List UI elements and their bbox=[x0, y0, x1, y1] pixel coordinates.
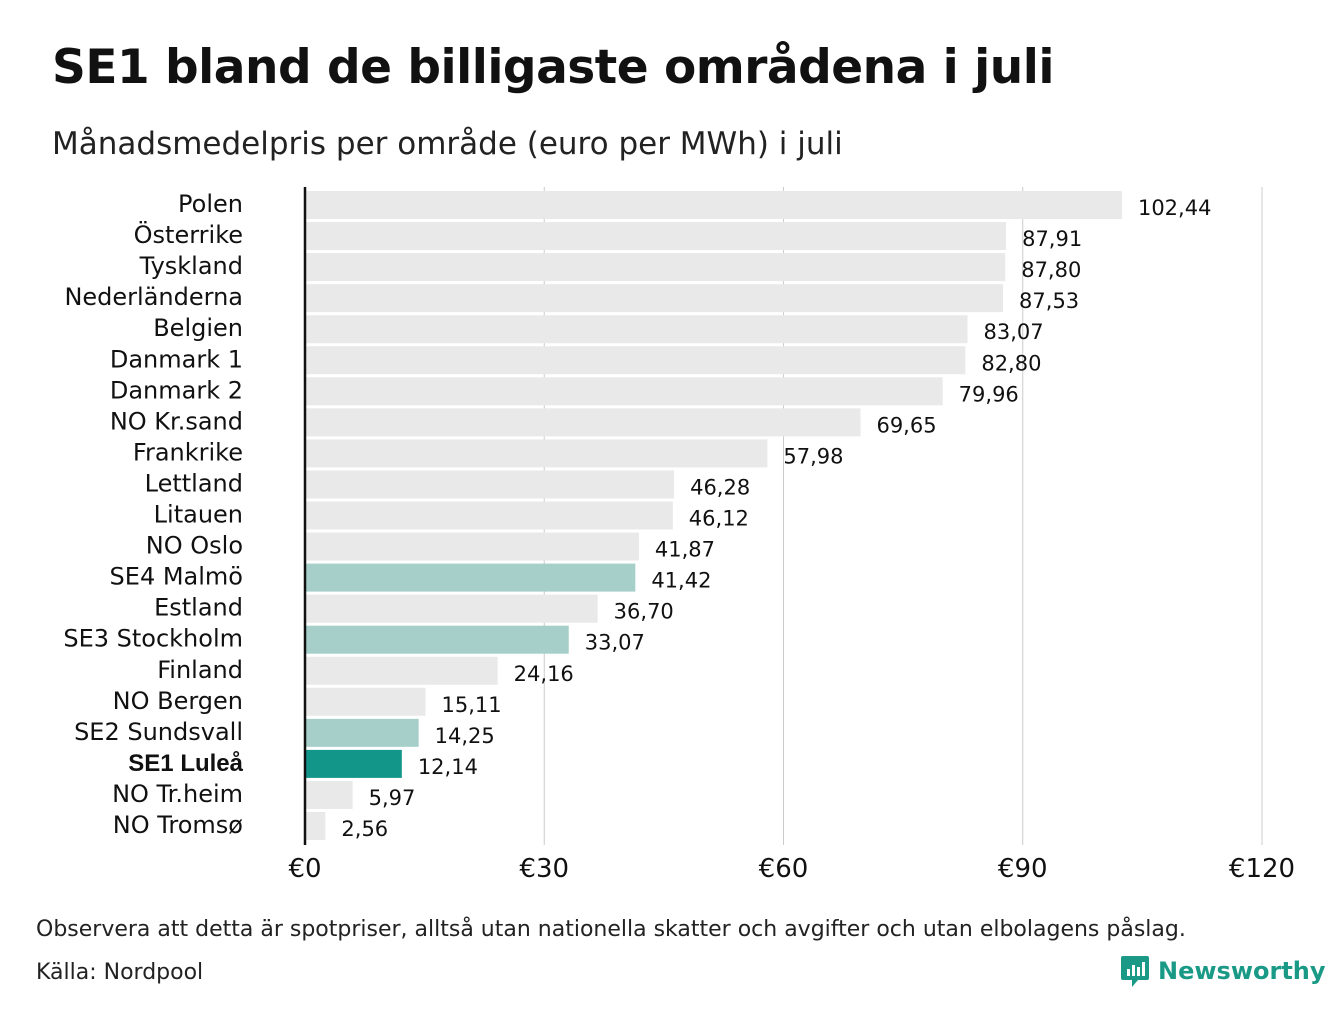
bar bbox=[305, 377, 943, 406]
category-label: SE1 Luleå bbox=[128, 750, 243, 777]
x-tick-label: €90 bbox=[998, 854, 1048, 884]
x-tick-label: €30 bbox=[519, 854, 569, 884]
bar bbox=[305, 315, 968, 344]
bar-value-label: 102,44 bbox=[1138, 196, 1211, 220]
category-label: SE4 Malmö bbox=[110, 563, 243, 591]
category-label: Österrike bbox=[134, 220, 243, 249]
bar bbox=[305, 594, 598, 623]
bar-value-label: 24,16 bbox=[514, 662, 574, 686]
category-label: NO Tromsø bbox=[113, 811, 243, 839]
category-label: SE2 Sundsvall bbox=[74, 718, 243, 746]
category-label: NO Bergen bbox=[113, 687, 243, 715]
bar-value-label: 41,42 bbox=[651, 569, 711, 593]
bar bbox=[305, 780, 353, 809]
bar bbox=[305, 346, 966, 375]
chart-title: SE1 bland de billigaste områdena i juli bbox=[52, 40, 1054, 95]
brand-logo: Newsworthy bbox=[1120, 954, 1326, 988]
bar bbox=[305, 749, 402, 778]
x-tick-label: €120 bbox=[1229, 854, 1295, 884]
x-tick-label: €60 bbox=[759, 854, 809, 884]
bar bbox=[305, 253, 1006, 282]
bar bbox=[305, 687, 426, 716]
footnote: Observera att detta är spotpriser, allts… bbox=[36, 917, 1186, 942]
category-label: Frankrike bbox=[133, 438, 243, 466]
bar bbox=[305, 718, 419, 747]
category-label: SE3 Stockholm bbox=[63, 625, 243, 653]
newsworthy-logo-icon bbox=[1121, 956, 1149, 987]
bar-value-label: 46,28 bbox=[690, 475, 750, 499]
bar bbox=[305, 656, 498, 685]
bar-value-label: 14,25 bbox=[435, 724, 495, 748]
x-tick-label: €0 bbox=[288, 854, 321, 884]
bar-value-label: 2,56 bbox=[341, 817, 388, 841]
bar-value-label: 87,80 bbox=[1021, 258, 1081, 282]
bar-value-label: 79,96 bbox=[959, 382, 1019, 406]
bar-chart: 102,44 Polen 87,91 Österrike 87,80 Tyskland 87… bbox=[63, 187, 1295, 884]
bar bbox=[305, 408, 861, 437]
bar bbox=[305, 563, 636, 592]
bar-value-label: 69,65 bbox=[876, 413, 936, 437]
category-label: Danmark 2 bbox=[110, 376, 243, 404]
bar-value-label: 87,53 bbox=[1019, 289, 1079, 313]
bar-value-label: 57,98 bbox=[783, 444, 843, 468]
category-label: Finland bbox=[157, 656, 243, 684]
category-label: Tyskland bbox=[139, 252, 243, 280]
category-label: Lettland bbox=[145, 469, 243, 497]
bar bbox=[305, 532, 639, 561]
category-label: Litauen bbox=[154, 501, 243, 529]
category-label: Polen bbox=[178, 190, 243, 218]
bar-value-label: 12,14 bbox=[418, 755, 478, 779]
bar-value-label: 33,07 bbox=[585, 631, 645, 655]
category-label: Nederländerna bbox=[64, 283, 243, 311]
category-label: Danmark 1 bbox=[110, 345, 243, 373]
category-label: NO Kr.sand bbox=[110, 407, 243, 435]
bar bbox=[305, 501, 673, 530]
bar-value-label: 36,70 bbox=[614, 600, 674, 624]
bar bbox=[305, 222, 1007, 251]
category-label: NO Oslo bbox=[146, 532, 243, 560]
bar-value-label: 83,07 bbox=[983, 320, 1043, 344]
bar-value-label: 5,97 bbox=[369, 786, 416, 810]
bar-value-label: 41,87 bbox=[655, 538, 715, 562]
source-note: Källa: Nordpool bbox=[36, 960, 204, 985]
bar-value-label: 82,80 bbox=[981, 351, 1041, 375]
bar bbox=[305, 470, 675, 499]
brand-name: Newsworthy bbox=[1158, 957, 1326, 985]
bar bbox=[305, 812, 326, 840]
category-label: NO Tr.heim bbox=[112, 780, 243, 808]
bar-value-label: 87,91 bbox=[1022, 227, 1082, 251]
bar-value-label: 46,12 bbox=[689, 507, 749, 531]
chart-subtitle: Månadsmedelpris per område (euro per MWh… bbox=[52, 126, 843, 162]
category-label: Estland bbox=[154, 594, 243, 622]
bar bbox=[305, 625, 569, 654]
bar-value-label: 15,11 bbox=[442, 693, 502, 717]
bar bbox=[305, 284, 1004, 313]
bar bbox=[305, 439, 768, 468]
category-label: Belgien bbox=[153, 314, 243, 342]
bar bbox=[305, 191, 1122, 219]
